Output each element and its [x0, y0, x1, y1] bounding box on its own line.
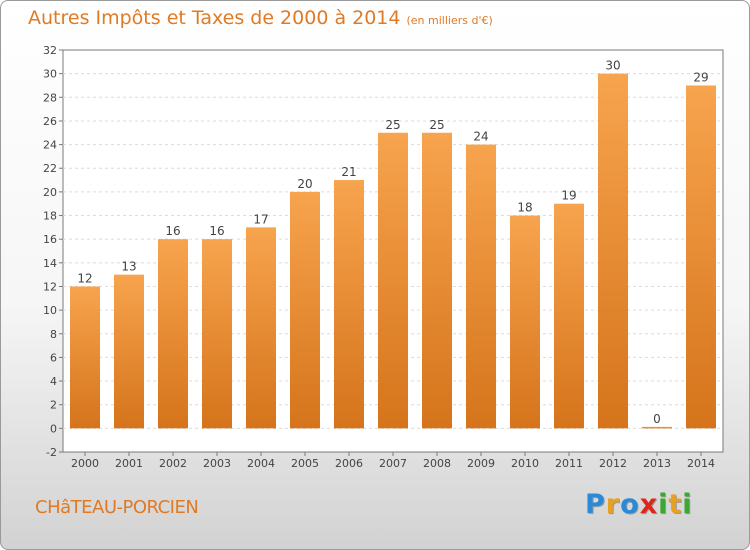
- y-tick-label: 16: [43, 233, 57, 246]
- x-tick-label: 2008: [423, 457, 451, 470]
- data-label: 18: [517, 201, 532, 215]
- x-tick-label: 2007: [379, 457, 407, 470]
- chart-title: Autres Impôts et Taxes de 2000 à 2014 (en…: [28, 7, 493, 29]
- logo-letter: r: [605, 489, 621, 520]
- bar: [510, 215, 540, 429]
- y-tick-label: 30: [43, 68, 57, 81]
- y-tick-label: 4: [50, 375, 57, 388]
- bar: [422, 132, 452, 429]
- x-tick-label: 2006: [335, 457, 363, 470]
- logo-letter: i: [682, 489, 693, 520]
- data-label: 13: [121, 260, 136, 274]
- x-tick-label: 2001: [115, 457, 143, 470]
- data-label: 25: [385, 118, 400, 132]
- data-label: 25: [429, 118, 444, 132]
- bar: [290, 191, 320, 429]
- x-axis: 2000 2001 2002 2003 2004 2005 2006 2007 2008 2009…: [71, 452, 715, 470]
- x-tick-label: 2004: [247, 457, 275, 470]
- y-tick-label: 26: [43, 115, 57, 128]
- x-tick-label: 2009: [467, 457, 495, 470]
- data-label: 17: [253, 212, 268, 226]
- chart-title-unit: (en milliers d'€): [406, 14, 493, 27]
- logo-letter: P: [585, 489, 606, 520]
- logo-letter: x: [639, 489, 659, 520]
- data-label: 16: [209, 224, 224, 238]
- proxiti-logo: Proxiti: [585, 489, 693, 520]
- bar: [686, 85, 716, 429]
- bar: [202, 239, 232, 429]
- x-tick-label: 2000: [71, 457, 99, 470]
- data-label: 30: [605, 59, 620, 73]
- data-label: 12: [77, 271, 92, 285]
- bars: 12 13 16 16 17 20 21 25 25 24 18 19 30 0 29: [70, 59, 716, 429]
- x-tick-label: 2012: [599, 457, 627, 470]
- bar: [598, 73, 628, 429]
- chart-title-text: Autres Impôts et Taxes de 2000 à 2014: [28, 7, 401, 29]
- data-label: 24: [473, 130, 488, 144]
- bar: [642, 426, 672, 429]
- logo-letter: i: [658, 489, 669, 520]
- x-tick-label: 2010: [511, 457, 539, 470]
- y-tick-label: 10: [43, 304, 57, 317]
- bar: [246, 227, 276, 429]
- x-tick-label: 2003: [203, 457, 231, 470]
- y-tick-label: 6: [50, 351, 57, 364]
- x-tick-label: 2014: [687, 457, 715, 470]
- data-label: 16: [165, 224, 180, 238]
- location-name: CHâTEAU-PORCIEN: [35, 497, 199, 518]
- y-tick-label: 12: [43, 280, 57, 293]
- data-label: 29: [693, 70, 708, 84]
- bar: [466, 144, 496, 429]
- bar: [70, 286, 100, 429]
- y-tick-label: 32: [43, 44, 57, 57]
- y-tick-label: 28: [43, 91, 57, 104]
- y-tick-label: 0: [50, 422, 57, 435]
- logo-letter: o: [620, 489, 640, 520]
- x-tick-label: 2002: [159, 457, 187, 470]
- data-label: 20: [297, 177, 312, 191]
- y-tick-label: 24: [43, 139, 57, 152]
- x-tick-label: 2005: [291, 457, 319, 470]
- bar: [334, 180, 364, 429]
- y-tick-label: 2: [50, 399, 57, 412]
- y-tick-label: 8: [50, 328, 57, 341]
- y-tick-label: 22: [43, 162, 57, 175]
- x-tick-label: 2011: [555, 457, 583, 470]
- y-tick-label: -2: [46, 446, 57, 459]
- y-tick-label: 20: [43, 186, 57, 199]
- y-tick-label: 14: [43, 257, 57, 270]
- data-label: 19: [561, 189, 576, 203]
- bar: [378, 132, 408, 429]
- data-label: 0: [653, 412, 661, 426]
- logo-letter: t: [668, 489, 683, 520]
- data-label: 21: [341, 165, 356, 179]
- bar: [554, 203, 584, 429]
- y-tick-label: 18: [43, 210, 57, 223]
- bar: [158, 239, 188, 429]
- x-tick-label: 2013: [643, 457, 671, 470]
- bar: [114, 274, 144, 429]
